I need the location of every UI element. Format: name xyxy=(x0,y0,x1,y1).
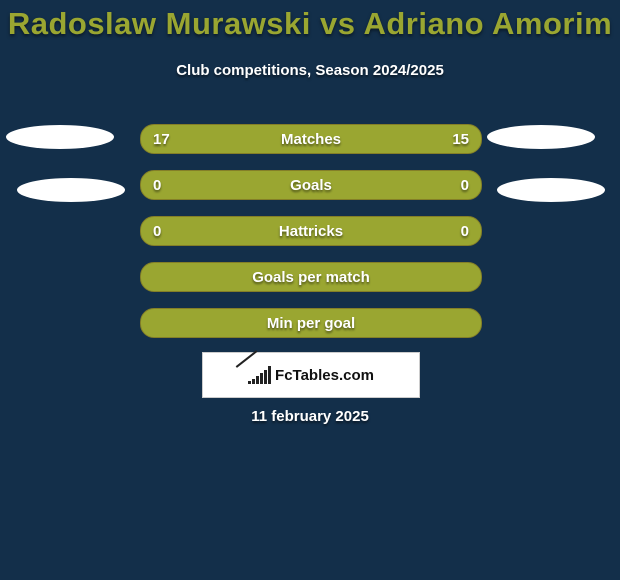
brand-box: FcTables.com xyxy=(202,352,420,398)
date-text: 11 february 2025 xyxy=(0,408,620,425)
stat-label: Goals xyxy=(141,177,481,194)
stat-right-value: 0 xyxy=(461,177,469,194)
right-ellipse-1 xyxy=(487,125,595,149)
stat-left-value: 17 xyxy=(153,131,170,148)
stat-left-value: 0 xyxy=(153,223,161,240)
stat-left-value: 0 xyxy=(153,177,161,194)
stat-label: Goals per match xyxy=(141,269,481,286)
brand-text: FcTables.com xyxy=(275,367,374,384)
left-ellipse-2 xyxy=(17,178,125,202)
right-ellipse-2 xyxy=(497,178,605,202)
page-subtitle: Club competitions, Season 2024/2025 xyxy=(0,62,620,79)
stat-label: Matches xyxy=(141,131,481,148)
stat-row: Matches17 15 xyxy=(140,124,482,154)
stat-row: Goals0 0 xyxy=(140,170,482,200)
left-ellipse-1 xyxy=(6,125,114,149)
stat-row: Goals per match xyxy=(140,262,482,292)
chart-icon xyxy=(248,366,271,384)
stat-row: Hattricks0 0 xyxy=(140,216,482,246)
stat-right-value: 15 xyxy=(452,131,469,148)
page-title: Radoslaw Murawski vs Adriano Amorim xyxy=(0,6,620,42)
stat-row: Min per goal xyxy=(140,308,482,338)
stat-label: Hattricks xyxy=(141,223,481,240)
stat-right-value: 0 xyxy=(461,223,469,240)
stat-label: Min per goal xyxy=(141,315,481,332)
